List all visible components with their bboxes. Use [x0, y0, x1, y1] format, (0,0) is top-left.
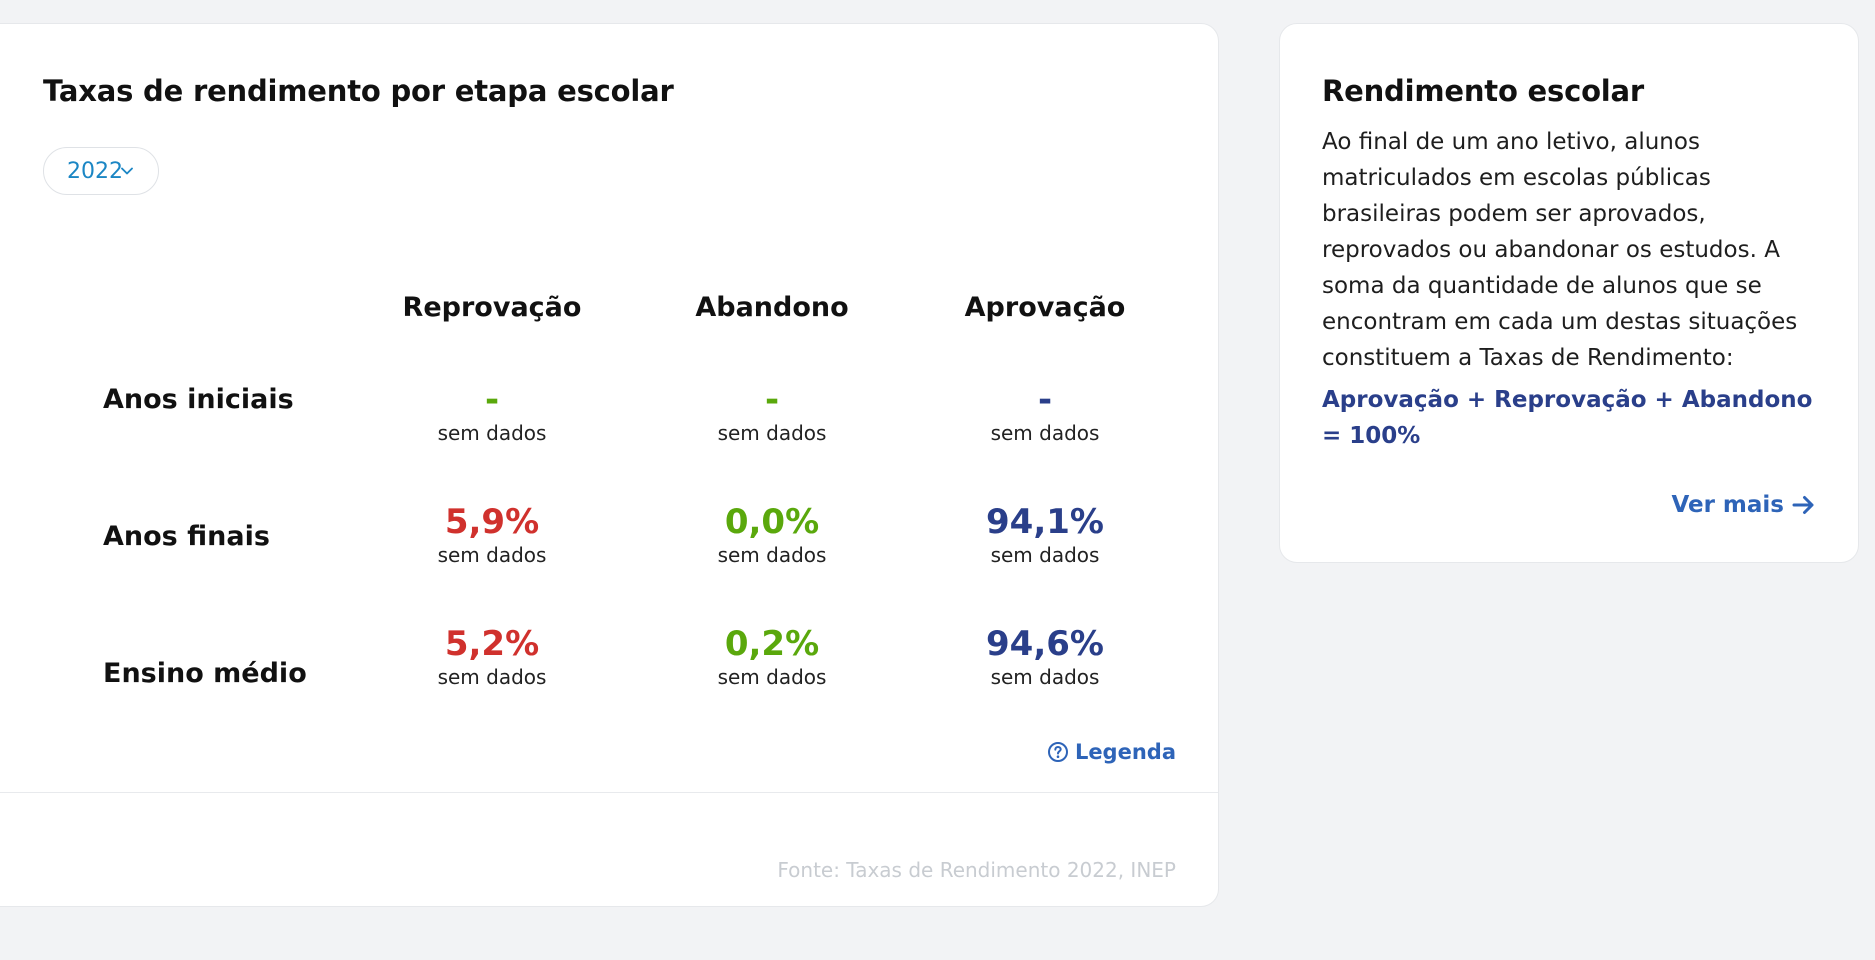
divider	[0, 792, 1218, 793]
year-select-value: 2022	[67, 158, 123, 184]
column-header-reprovacao: Reprovação	[402, 292, 582, 323]
table-cell: - sem dados	[672, 379, 872, 445]
help-circle-icon	[1047, 742, 1068, 762]
rate-value: -	[1037, 380, 1053, 420]
row-label-anos-iniciais: Anos iniciais	[103, 384, 294, 415]
table-cell: 5,9% sem dados	[392, 501, 592, 567]
table-cell: 0,2% sem dados	[672, 623, 872, 689]
table-cell: - sem dados	[945, 379, 1145, 445]
table-cell: 94,1% sem dados	[945, 501, 1145, 567]
rate-value: 5,2%	[444, 624, 540, 664]
column-header-abandono: Abandono	[695, 292, 849, 323]
legend-label: Legenda	[1074, 740, 1176, 764]
rate-note: sem dados	[717, 543, 827, 567]
year-select[interactable]: 2022	[43, 147, 159, 195]
legend-link[interactable]: Legenda	[1047, 740, 1176, 764]
row-label-anos-finais: Anos finais	[103, 521, 270, 552]
table-cell: 94,6% sem dados	[945, 623, 1145, 689]
info-card: Rendimento escolar Ao final de um ano le…	[1279, 23, 1859, 563]
see-more-link[interactable]: Ver mais	[1671, 492, 1816, 518]
rate-value: -	[484, 380, 500, 420]
rendimento-card: Taxas de rendimento por etapa escolar 20…	[0, 23, 1219, 907]
table-cell: 5,2% sem dados	[392, 623, 592, 689]
rate-value: 5,9%	[444, 502, 540, 542]
rate-value: 0,0%	[724, 502, 820, 542]
rate-note: sem dados	[990, 543, 1100, 567]
table-cell: - sem dados	[392, 379, 592, 445]
rate-value: 94,6%	[986, 624, 1104, 664]
card-title: Taxas de rendimento por etapa escolar	[43, 74, 674, 108]
row-label-ensino-medio: Ensino médio	[103, 658, 307, 689]
rate-note: sem dados	[437, 543, 547, 567]
rate-value: 94,1%	[986, 502, 1104, 542]
table-cell: 0,0% sem dados	[672, 501, 872, 567]
rate-note: sem dados	[437, 665, 547, 689]
rate-note: sem dados	[437, 421, 547, 445]
column-header-aprovacao: Aprovação	[964, 292, 1126, 323]
info-card-title: Rendimento escolar	[1322, 74, 1645, 108]
info-card-formula: Aprovação + Reprovação + Abandono = 100%	[1322, 387, 1813, 449]
rate-note: sem dados	[990, 421, 1100, 445]
rate-note: sem dados	[990, 665, 1100, 689]
source-note: Fonte: Taxas de Rendimento 2022, INEP	[777, 858, 1176, 882]
chevron-down-icon	[121, 167, 133, 175]
rate-note: sem dados	[717, 421, 827, 445]
info-card-body: Ao final de um ano letivo, alunos matric…	[1322, 129, 1798, 371]
rate-note: sem dados	[717, 665, 827, 689]
arrow-right-icon	[1792, 496, 1814, 514]
rate-value: 0,2%	[724, 624, 820, 664]
rate-value: -	[764, 380, 780, 420]
see-more-label: Ver mais	[1671, 492, 1784, 518]
